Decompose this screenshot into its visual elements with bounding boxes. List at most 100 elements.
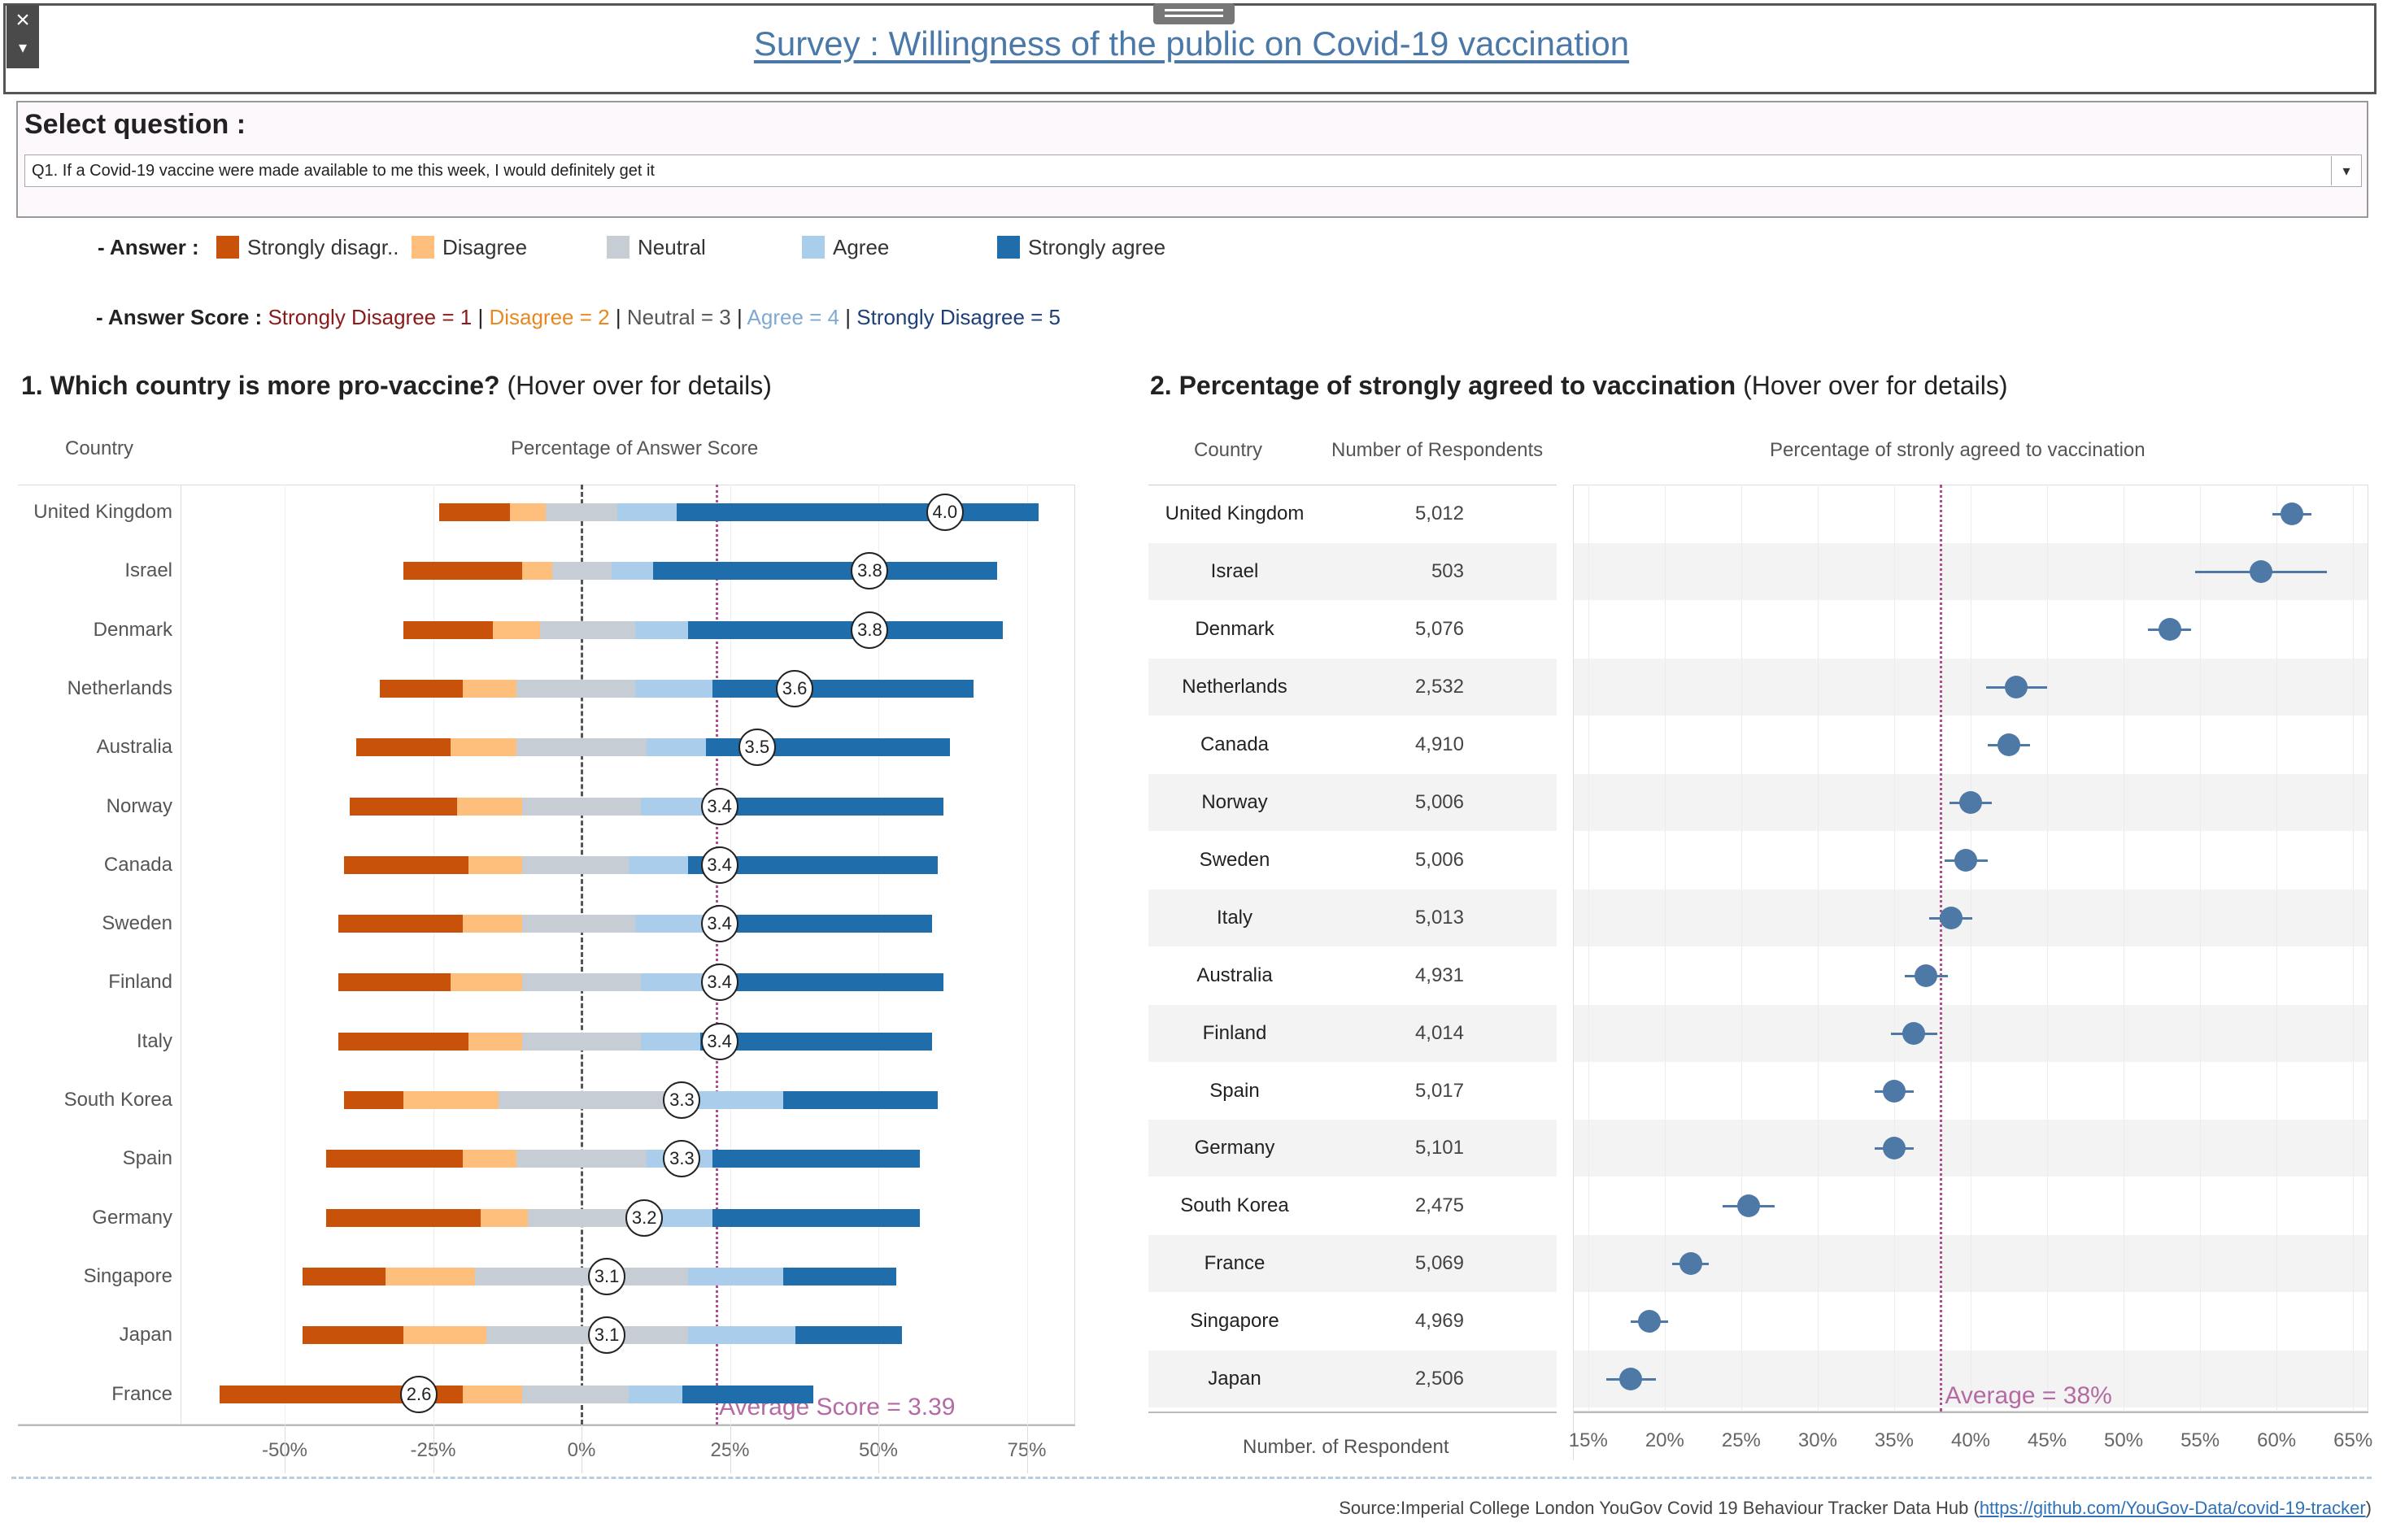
drag-handle[interactable] (1153, 3, 1235, 24)
bar-segment-strongly-agree[interactable] (652, 562, 997, 581)
bar-segment-neutral[interactable] (551, 562, 612, 581)
data-point[interactable] (1954, 848, 1978, 872)
legend-swatch-disagree[interactable] (412, 236, 434, 259)
bar-segment-strongly-disagree[interactable] (403, 620, 493, 639)
page-title[interactable]: Survey : Willingness of the public on Co… (753, 24, 1630, 63)
bar-segment-strongly-disagree[interactable] (302, 1326, 403, 1345)
bar-segment-disagree[interactable] (510, 503, 547, 521)
bar-segment-strongly-agree[interactable] (783, 1267, 896, 1286)
data-point[interactable] (1915, 964, 1938, 987)
bar-segment-strongly-agree[interactable] (783, 1091, 938, 1109)
legend-label-strongly-agree[interactable]: Strongly agree (1028, 235, 1166, 259)
bar-segment-neutral[interactable] (528, 1208, 641, 1227)
data-point[interactable] (1737, 1194, 1761, 1218)
bar-segment-agree[interactable] (611, 562, 653, 581)
bar-segment-disagree[interactable] (463, 1150, 516, 1168)
bar-segment-neutral[interactable] (522, 973, 641, 992)
bar-segment-neutral[interactable] (474, 1267, 689, 1286)
bar-segment-disagree[interactable] (403, 1091, 499, 1109)
bar-segment-disagree[interactable] (468, 855, 522, 874)
data-point[interactable] (1882, 1079, 1906, 1103)
bar-segment-neutral[interactable] (486, 1326, 689, 1345)
legend-label-strongly-disagree[interactable]: Strongly disagr.. (247, 235, 399, 259)
bar-segment-agree[interactable] (634, 620, 689, 639)
close-icon[interactable]: × ▾ (7, 5, 39, 68)
bar-segment-agree[interactable] (641, 1032, 700, 1051)
bar-segment-disagree[interactable] (492, 620, 540, 639)
bar-segment-agree[interactable] (629, 1385, 683, 1403)
bar-segment-strongly-agree[interactable] (676, 503, 1039, 521)
bar-segment-strongly-disagree[interactable] (338, 1032, 469, 1051)
bar-segment-disagree[interactable] (451, 738, 516, 757)
bar-segment-strongly-disagree[interactable] (326, 1208, 481, 1227)
bar-segment-strongly-disagree[interactable] (350, 797, 457, 816)
bar-segment-strongly-disagree[interactable] (355, 738, 451, 757)
bar-segment-strongly-disagree[interactable] (344, 855, 469, 874)
legend-label-agree[interactable]: Agree (833, 235, 890, 259)
menu-dropdown-icon[interactable]: ▾ (18, 39, 28, 57)
data-point[interactable] (1638, 1310, 1662, 1333)
bar-segment-strongly-agree[interactable] (706, 915, 932, 933)
data-point[interactable] (1959, 790, 1982, 814)
question-select[interactable]: Q1. If a Covid-19 vaccine were made avai… (24, 154, 2362, 187)
bar-segment-neutral[interactable] (522, 1385, 630, 1403)
bar-segment-disagree[interactable] (468, 1032, 522, 1051)
bar-segment-strongly-agree[interactable] (712, 679, 974, 698)
bar-segment-strongly-agree[interactable] (712, 1150, 921, 1168)
bar-segment-disagree[interactable] (386, 1267, 475, 1286)
data-point[interactable] (2158, 617, 2181, 641)
bar-segment-disagree[interactable] (463, 1385, 522, 1403)
bar-segment-strongly-agree[interactable] (712, 1208, 921, 1227)
bar-segment-agree[interactable] (641, 797, 707, 816)
legend-label-neutral[interactable]: Neutral (638, 235, 706, 259)
bar-segment-agree[interactable] (688, 1326, 795, 1345)
bar-segment-neutral[interactable] (522, 1032, 641, 1051)
bar-segment-disagree[interactable] (463, 915, 522, 933)
bar-segment-disagree[interactable] (463, 679, 516, 698)
bar-segment-strongly-disagree[interactable] (403, 562, 522, 581)
bar-segment-strongly-disagree[interactable] (338, 915, 463, 933)
bar-segment-agree[interactable] (641, 973, 707, 992)
bar-segment-neutral[interactable] (516, 1150, 647, 1168)
source-link[interactable]: https://github.com/YouGov-Data/covid-19-… (1979, 1498, 2366, 1518)
data-point[interactable] (2005, 675, 2028, 698)
bar-segment-strongly-agree[interactable] (706, 797, 944, 816)
legend-swatch-strongly-disagree[interactable] (216, 236, 239, 259)
bar-segment-strongly-agree[interactable] (688, 855, 938, 874)
bar-segment-neutral[interactable] (546, 503, 617, 521)
data-point[interactable] (1939, 906, 1963, 929)
bar-segment-strongly-agree[interactable] (700, 1032, 932, 1051)
legend-swatch-neutral[interactable] (607, 236, 630, 259)
bar-segment-neutral[interactable] (498, 1091, 665, 1109)
bar-segment-disagree[interactable] (456, 797, 522, 816)
bar-segment-strongly-disagree[interactable] (379, 679, 463, 698)
bar-segment-neutral[interactable] (522, 855, 630, 874)
bar-segment-strongly-disagree[interactable] (344, 1091, 403, 1109)
bar-segment-strongly-disagree[interactable] (302, 1267, 386, 1286)
bar-segment-strongly-disagree[interactable] (326, 1150, 463, 1168)
bar-segment-strongly-agree[interactable] (795, 1326, 903, 1345)
data-point[interactable] (1619, 1368, 1643, 1391)
bar-segment-neutral[interactable] (516, 738, 647, 757)
bar-segment-agree[interactable] (634, 915, 707, 933)
data-point[interactable] (1997, 733, 2021, 756)
bar-segment-disagree[interactable] (480, 1208, 529, 1227)
bar-segment-strongly-agree[interactable] (706, 973, 944, 992)
bar-segment-agree[interactable] (634, 679, 712, 698)
bar-segment-neutral[interactable] (522, 915, 635, 933)
data-point[interactable] (2250, 559, 2273, 583)
chevron-down-icon[interactable]: ▾ (2331, 156, 2361, 185)
bar-segment-disagree[interactable] (451, 973, 522, 992)
bar-segment-agree[interactable] (629, 855, 689, 874)
bar-segment-disagree[interactable] (403, 1326, 487, 1345)
data-point[interactable] (1679, 1252, 1702, 1276)
data-point[interactable] (2280, 502, 2303, 525)
legend-swatch-strongly-agree[interactable] (997, 236, 1020, 259)
bar-segment-neutral[interactable] (522, 797, 641, 816)
bar-segment-agree[interactable] (616, 503, 677, 521)
legend-swatch-agree[interactable] (802, 236, 825, 259)
bar-segment-strongly-agree[interactable] (682, 1385, 813, 1403)
legend-label-disagree[interactable]: Disagree (442, 235, 528, 259)
bar-segment-strongly-agree[interactable] (688, 620, 1004, 639)
bar-segment-strongly-disagree[interactable] (438, 503, 511, 521)
